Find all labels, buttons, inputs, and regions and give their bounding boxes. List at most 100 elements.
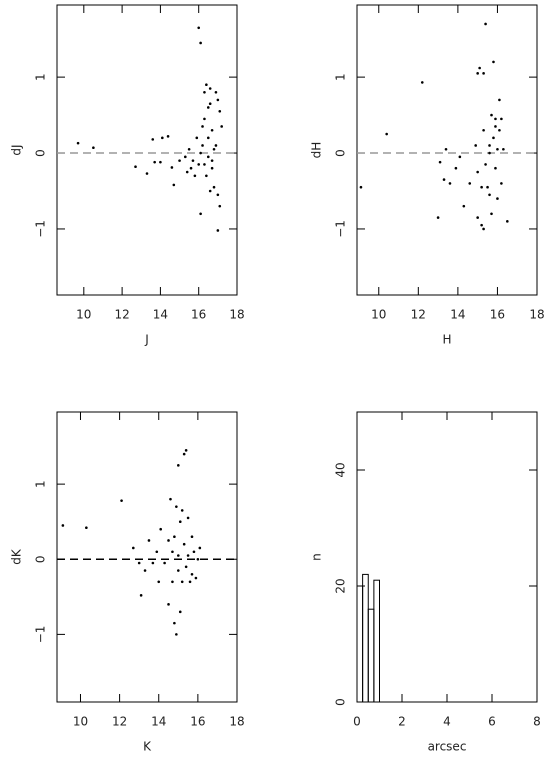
point	[494, 166, 497, 170]
x-tick-label: 16	[190, 715, 205, 729]
point	[482, 227, 485, 231]
x-tick-label: 12	[411, 308, 426, 322]
point	[196, 557, 200, 561]
point	[385, 132, 388, 136]
point	[212, 185, 216, 189]
point	[151, 561, 155, 565]
point	[482, 128, 485, 132]
point	[214, 91, 218, 94]
point	[175, 633, 178, 636]
y-tick-label: 40	[334, 462, 348, 477]
bar	[356, 585, 364, 703]
point	[506, 220, 509, 223]
point	[61, 524, 65, 527]
point	[206, 136, 210, 140]
point	[490, 113, 493, 117]
point	[170, 166, 174, 169]
point	[157, 580, 161, 584]
point	[143, 569, 147, 572]
point	[188, 580, 192, 584]
y-tick-label: 0	[334, 149, 348, 157]
point	[490, 212, 493, 216]
point	[476, 216, 479, 219]
plot-frame	[356, 4, 538, 296]
point	[494, 125, 497, 128]
point	[175, 505, 178, 508]
point	[468, 182, 472, 185]
point	[203, 163, 206, 166]
point	[486, 185, 489, 189]
point	[488, 193, 491, 197]
point	[484, 22, 487, 26]
y-tick-label: 1	[34, 73, 48, 81]
x-tick-label: 10	[73, 715, 88, 729]
plot-frame	[356, 411, 538, 703]
point	[166, 135, 170, 138]
point	[498, 128, 501, 132]
y-tick-label: 20	[334, 578, 348, 593]
point	[210, 159, 214, 162]
x-tick-label: 18	[529, 308, 544, 322]
y-tick-label: 1	[34, 480, 48, 488]
x-axis-label: J	[144, 333, 149, 347]
point	[195, 136, 199, 140]
point	[197, 26, 201, 30]
point	[185, 170, 189, 174]
point	[182, 452, 186, 456]
point	[180, 509, 184, 512]
point	[169, 497, 172, 501]
x-tick-label: 10	[371, 308, 386, 322]
point	[161, 136, 164, 140]
point	[498, 98, 501, 102]
point	[496, 147, 499, 151]
point	[359, 185, 363, 189]
point	[203, 91, 206, 94]
x-tick-label: 14	[151, 715, 166, 729]
point	[132, 546, 135, 550]
point	[178, 159, 181, 162]
y-tick-label: 0	[34, 149, 48, 157]
x-tick-label: 12	[112, 715, 127, 729]
x-axis-label: H	[442, 333, 451, 347]
x-tick-label: 14	[153, 308, 168, 322]
point	[442, 178, 446, 181]
point	[183, 155, 187, 159]
point	[220, 125, 223, 128]
x-tick-label: 14	[450, 308, 465, 322]
point	[454, 166, 458, 170]
point	[201, 144, 204, 147]
point	[189, 166, 193, 170]
x-tick-label: 8	[533, 715, 541, 729]
point	[137, 561, 141, 565]
point	[203, 117, 206, 121]
point	[199, 41, 202, 45]
point	[190, 572, 194, 576]
point	[159, 160, 162, 164]
point	[448, 182, 452, 185]
y-tick-label: −1	[34, 220, 48, 238]
point	[488, 144, 491, 147]
point	[177, 464, 180, 467]
point	[444, 147, 448, 151]
y-axis-label: dJ	[10, 144, 24, 155]
y-tick-label: −1	[334, 220, 348, 238]
point	[478, 66, 481, 70]
point	[458, 155, 462, 159]
x-tick-label: 18	[229, 715, 244, 729]
point	[216, 229, 220, 232]
point	[480, 223, 483, 227]
point	[210, 166, 214, 170]
x-tick-label: 12	[114, 308, 129, 322]
y-axis-label: n	[310, 553, 324, 561]
point	[178, 520, 182, 523]
point	[210, 128, 214, 132]
point	[155, 550, 159, 554]
point	[177, 554, 180, 557]
point	[492, 136, 495, 140]
point	[145, 172, 149, 175]
point	[208, 87, 212, 90]
point	[494, 117, 497, 121]
point	[186, 516, 190, 520]
y-tick-label: 0	[34, 555, 48, 563]
